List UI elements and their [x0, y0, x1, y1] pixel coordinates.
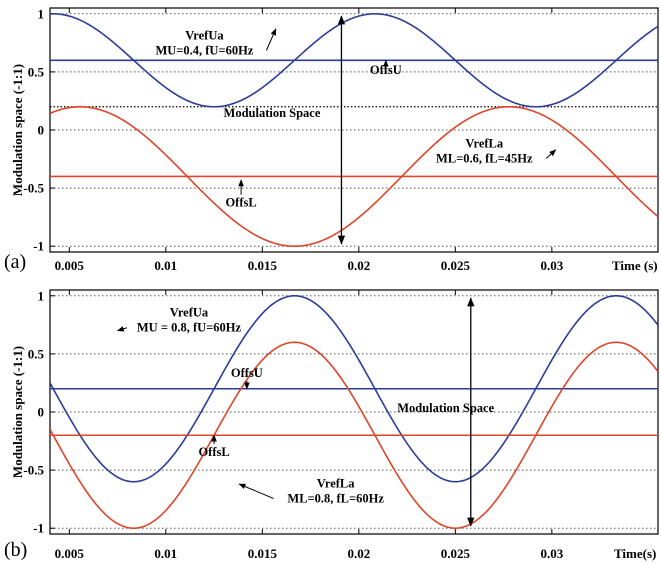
panel-b-chart: 1 0.5 0 -0.5 -1 0.005 0.01 0.015 0.02 0.025 0.03 Ti…: [4, 288, 659, 561]
y-tick-label: 1: [38, 6, 45, 21]
annotation-offsl: OffsL: [225, 196, 256, 210]
x-axis-label: Time (s): [612, 258, 658, 273]
x-tick-label: 0.015: [248, 546, 278, 561]
x-tick-label: 0.03: [540, 258, 563, 273]
annotation-offsl: OffsL: [198, 445, 229, 459]
panel-label: (a): [4, 251, 26, 273]
y-tick-label: 0.5: [28, 64, 45, 79]
x-tick-label: 0.02: [347, 546, 370, 561]
y-axis-label: Modulation space (-1:1): [10, 346, 25, 478]
annotation-vrefla: VrefLa: [465, 136, 503, 150]
x-tick-label: 0.03: [540, 546, 563, 561]
annotation-arrow-vrefla: [238, 483, 274, 499]
annotation-offsu: OffsU: [231, 366, 263, 380]
annotation-modspace: Modulation Space: [224, 106, 321, 120]
series-line-vrefua: [50, 295, 658, 483]
annotation-vrefua: MU = 0.8, fU=60Hz: [137, 321, 242, 335]
x-tick-label: 0.015: [248, 258, 278, 273]
x-tick-label: 0.005: [55, 546, 85, 561]
y-tick-label: -1: [33, 239, 44, 254]
y-tick-label: 0: [38, 405, 45, 420]
series-line-vrefla: [50, 341, 658, 529]
panel-a-chart: 1 0.5 0 -0.5 -1 0.005 0.01 0.015 0.02 0.025 0.03 Ti…: [4, 6, 659, 273]
panel-label: (b): [4, 539, 27, 561]
y-tick-label: -0.5: [23, 181, 44, 196]
annotation-vrefua: VrefUa: [170, 306, 209, 320]
annotation-vrefua: MU=0.4, fU=60Hz: [155, 43, 253, 57]
y-axis-label: Modulation space (-1:1): [10, 64, 25, 196]
x-tick-label: 0.01: [154, 258, 177, 273]
annotation-modspace: Modulation Space: [397, 401, 494, 415]
series-line-vrefla: [50, 105, 658, 247]
y-tick-label: -1: [33, 521, 44, 536]
annotation-arrow-vrefla: [545, 149, 557, 159]
x-tick-label: 0.025: [441, 546, 471, 561]
y-tick-label: 1: [38, 288, 45, 303]
annotation-vrefla: ML=0.8, fL=60Hz: [287, 492, 384, 506]
annotation-arrow-vrefua: [116, 326, 128, 332]
x-tick-label: 0.01: [154, 546, 177, 561]
series-line-vrefua: [50, 13, 658, 108]
x-tick-label: 0.02: [347, 258, 370, 273]
annotation-vrefla: ML=0.6, fL=45Hz: [436, 151, 533, 165]
x-axis-label: Time(s): [614, 546, 656, 561]
y-tick-label: 0: [38, 123, 45, 138]
annotation-offsu: OffsU: [370, 63, 402, 77]
annotation-arrow-vrefua: [265, 28, 277, 51]
x-tick-label: 0.005: [55, 258, 85, 273]
x-tick-label: 0.025: [441, 258, 471, 273]
y-tick-label: 0.5: [28, 346, 45, 361]
annotation-vrefua: VrefUa: [185, 28, 224, 42]
y-tick-label: -0.5: [23, 463, 44, 478]
annotation-vrefla: VrefLa: [317, 477, 355, 491]
